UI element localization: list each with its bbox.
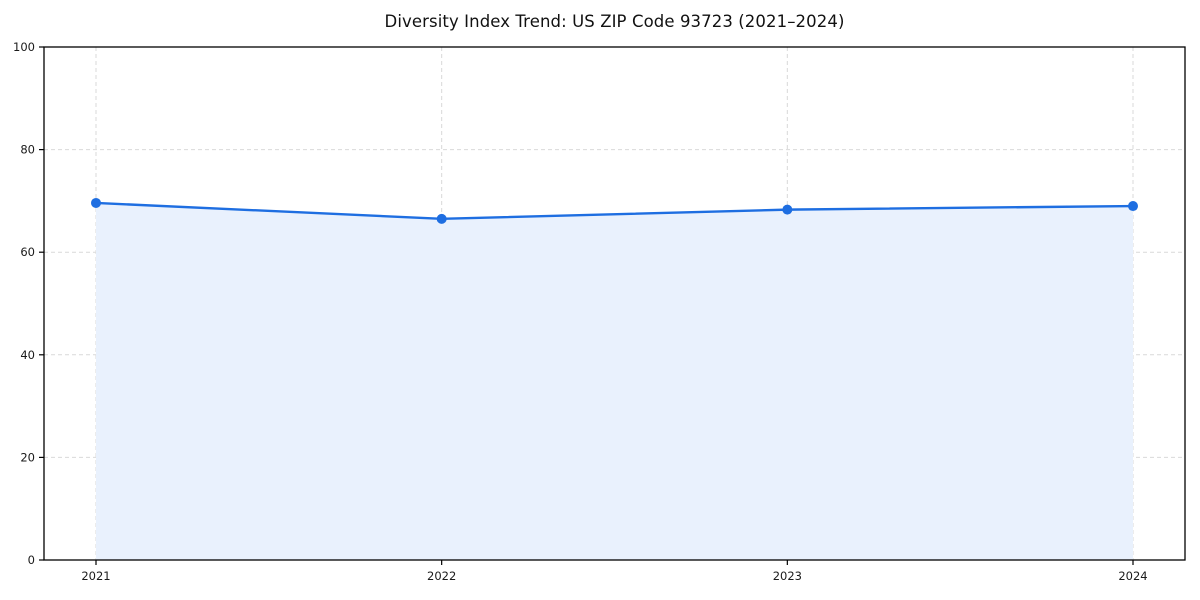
trend-line (94, 201, 1135, 221)
x-tick-label: 2021 (81, 569, 110, 583)
x-tick-label: 2023 (773, 569, 802, 583)
data-point-marker (782, 204, 793, 215)
y-tick-label: 0 (28, 553, 35, 567)
y-tick-label: 60 (20, 245, 35, 259)
data-point-marker (436, 213, 447, 224)
data-point-marker (1128, 201, 1138, 212)
y-tick-label: 80 (20, 143, 35, 157)
x-tick-label: 2024 (1118, 569, 1147, 583)
data-point-marker (91, 197, 101, 208)
plot-border (43, 46, 1186, 561)
area-fill (96, 202, 1133, 560)
chart-title: Diversity Index Trend: US ZIP Code 93723… (384, 12, 845, 31)
y-tick-label: 40 (20, 348, 35, 362)
y-tick-label: 20 (20, 450, 35, 464)
x-tick-label: 2022 (427, 569, 456, 583)
y-tick-label: 100 (13, 40, 35, 54)
